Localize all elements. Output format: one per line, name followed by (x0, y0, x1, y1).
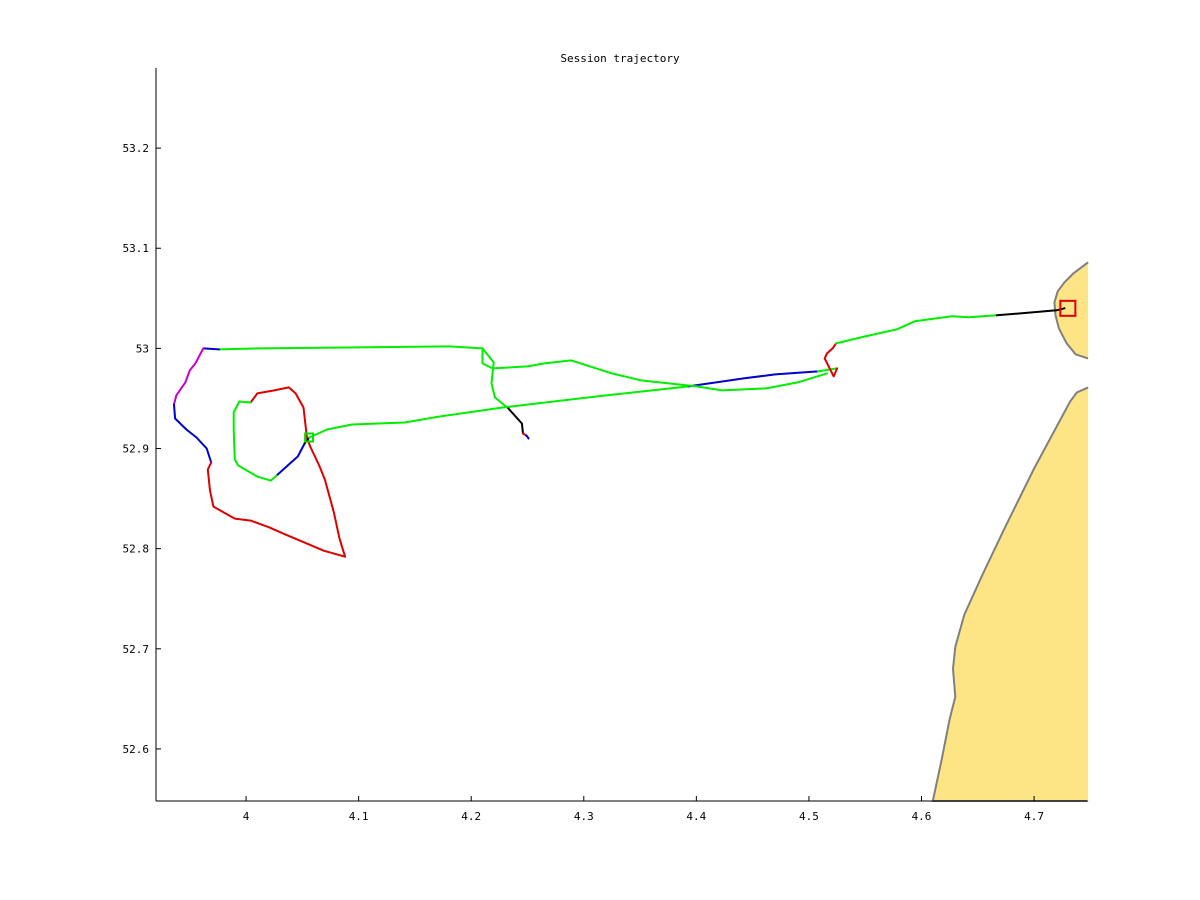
y-tick-label: 52.9 (123, 443, 150, 456)
x-tick-label: 4.2 (461, 810, 481, 823)
trajectory-segment (218, 345, 484, 351)
trajectory-segment (481, 347, 828, 392)
chart-title: Session trajectory (560, 52, 680, 65)
trajectory-segment (206, 386, 347, 558)
trajectory-segment (173, 403, 213, 464)
coastline-island-north (1053, 261, 1089, 360)
y-tick-label: 53 (136, 342, 149, 355)
trajectory-layer (173, 307, 1066, 558)
trajectory-segment (481, 347, 510, 410)
trajectory-segment (816, 367, 839, 373)
trajectory-segment (525, 434, 530, 440)
end-marker (1059, 299, 1077, 317)
land-mainland (932, 387, 1089, 801)
trajectory-segment (687, 370, 819, 388)
x-tick-label: 4.3 (574, 810, 594, 823)
y-tick-label: 53.1 (123, 242, 150, 255)
x-tick-label: 4.6 (912, 810, 932, 823)
y-tick-label: 52.7 (123, 643, 150, 656)
trajectory-segment (995, 307, 1066, 317)
trajectory-segment (823, 342, 839, 378)
trajectory-segment (232, 400, 279, 482)
y-tick-label: 53.2 (123, 142, 150, 155)
x-tick-label: 4.7 (1024, 810, 1044, 823)
marker-layer (304, 299, 1077, 443)
start-marker (304, 432, 315, 443)
trajectory-segment (173, 347, 205, 406)
trajectory-segment (202, 347, 220, 351)
coastline-mainland (931, 386, 1089, 802)
x-tick-label: 4.5 (799, 810, 819, 823)
x-tick-label: 4.1 (349, 810, 369, 823)
y-tick-label: 52.6 (123, 743, 150, 756)
x-tick-label: 4.4 (686, 810, 706, 823)
y-tick-label: 52.8 (123, 543, 150, 556)
trajectory-segment (276, 442, 306, 476)
x-tick-label: 4 (243, 810, 250, 823)
trajectory-segment (308, 385, 690, 439)
trajectory-segment (835, 314, 998, 345)
axes: 4 4.1 4.2 4.3 4.4 4.5 4.6 4.7 52.6 52.7 52.8 52.9 53… (123, 68, 1087, 823)
trajectory-segment (507, 407, 524, 435)
land-layer (931, 261, 1089, 802)
